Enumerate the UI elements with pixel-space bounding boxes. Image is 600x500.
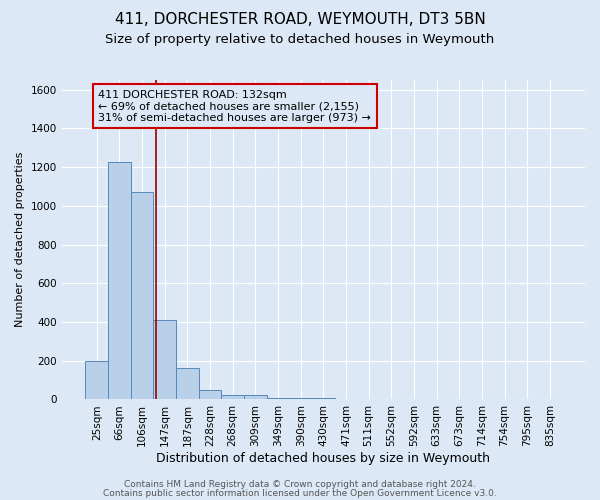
Bar bbox=[221, 394, 244, 400]
Text: Size of property relative to detached houses in Weymouth: Size of property relative to detached ho… bbox=[106, 32, 494, 46]
Bar bbox=[312, 398, 335, 400]
Bar bbox=[289, 398, 312, 400]
Bar bbox=[131, 192, 154, 400]
Bar bbox=[244, 395, 266, 400]
Text: Contains public sector information licensed under the Open Government Licence v3: Contains public sector information licen… bbox=[103, 489, 497, 498]
Bar bbox=[154, 320, 176, 400]
Text: Contains HM Land Registry data © Crown copyright and database right 2024.: Contains HM Land Registry data © Crown c… bbox=[124, 480, 476, 489]
X-axis label: Distribution of detached houses by size in Weymouth: Distribution of detached houses by size … bbox=[157, 452, 490, 465]
Text: 411 DORCHESTER ROAD: 132sqm
← 69% of detached houses are smaller (2,155)
31% of : 411 DORCHESTER ROAD: 132sqm ← 69% of det… bbox=[98, 90, 371, 123]
Bar bbox=[85, 360, 108, 400]
Y-axis label: Number of detached properties: Number of detached properties bbox=[15, 152, 25, 328]
Bar bbox=[266, 398, 289, 400]
Bar bbox=[199, 390, 221, 400]
Bar bbox=[108, 162, 131, 400]
Text: 411, DORCHESTER ROAD, WEYMOUTH, DT3 5BN: 411, DORCHESTER ROAD, WEYMOUTH, DT3 5BN bbox=[115, 12, 485, 28]
Bar bbox=[176, 368, 199, 400]
